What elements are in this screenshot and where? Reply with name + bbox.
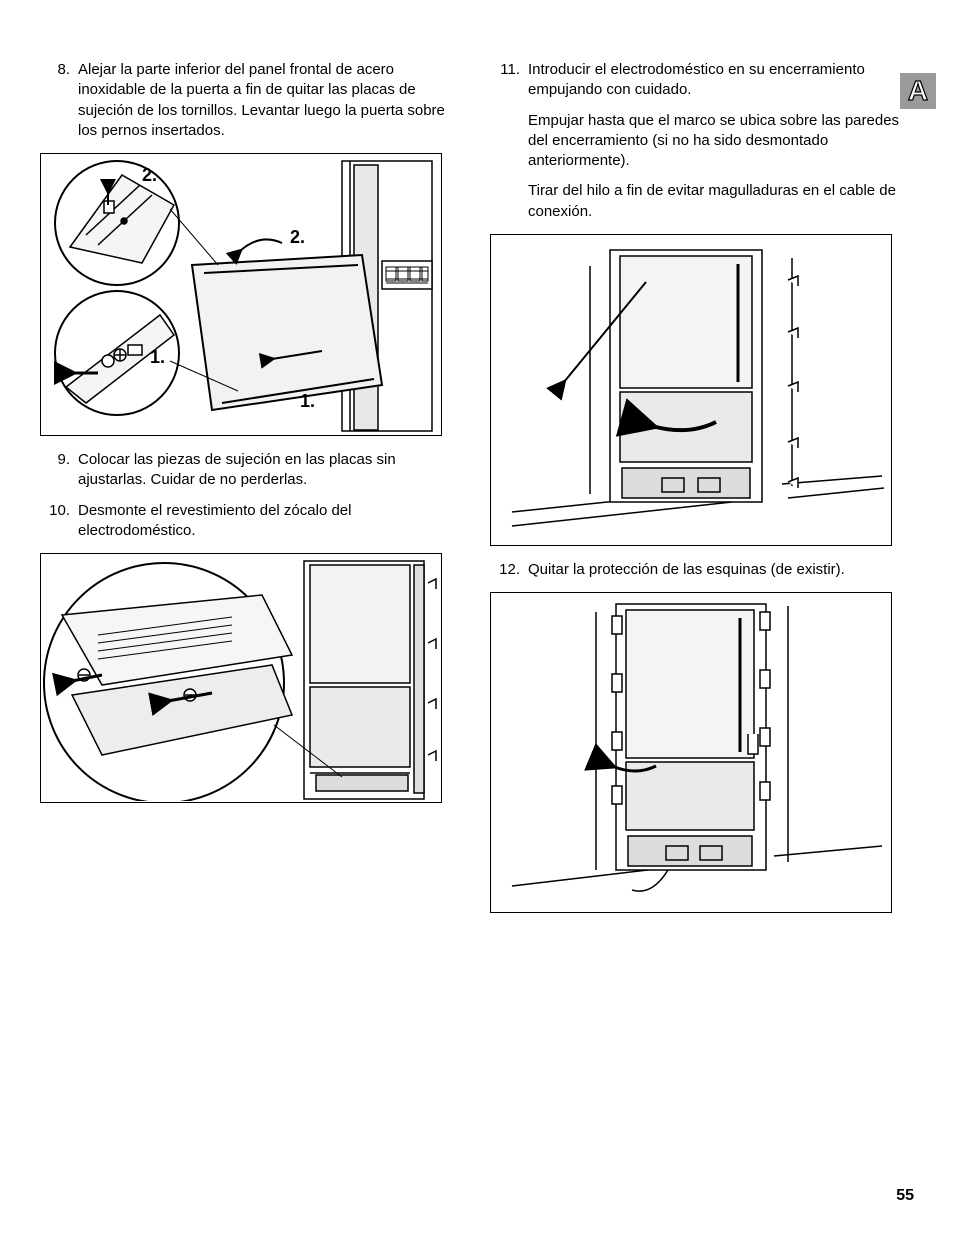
step-8: 8. Alejar la parte inferior del panel fr… (40, 60, 460, 141)
fig-label-1: 1. (300, 391, 315, 411)
step-text: Desmonte el revestimiento del zócalo del… (78, 501, 460, 542)
step-number: 8. (40, 60, 78, 141)
fig-inset-label-1: 1. (150, 347, 165, 367)
left-column: 8. Alejar la parte inferior del panel fr… (40, 60, 460, 927)
two-column-layout: 8. Alejar la parte inferior del panel fr… (40, 60, 914, 927)
step-11: 11. Introducir el electrodoméstico en su… (490, 60, 910, 101)
step-11-sub-b: Tirar del hilo a fin de evitar magulladu… (528, 181, 910, 222)
manual-page: A 8. Alejar la parte inferior del panel … (0, 0, 954, 1235)
step-9: 9. Colocar las piezas de sujeción en las… (40, 450, 460, 491)
figure-step-10 (40, 553, 442, 803)
step-11-sub-a: Empujar hasta que el marco se ubica sobr… (528, 111, 910, 172)
figure-step-8: 2. 1. 2. (40, 153, 442, 436)
page-number: 55 (896, 1187, 914, 1205)
badge-letter: A (908, 75, 928, 106)
step-text: Alejar la parte inferior del panel front… (78, 60, 460, 141)
section-badge-a: A (900, 73, 936, 109)
step-number: 9. (40, 450, 78, 491)
fig-label-2: 2. (290, 227, 305, 247)
step-12: 12. Quitar la protección de las esquinas… (490, 560, 910, 580)
step-number: 10. (40, 501, 78, 542)
step-number: 12. (490, 560, 528, 580)
step-text: Introducir el electrodoméstico en su enc… (528, 60, 910, 101)
step-number: 11. (490, 60, 528, 101)
right-column: 11. Introducir el electrodoméstico en su… (490, 60, 910, 927)
fig-inset-label-2: 2. (142, 165, 157, 185)
step-text: Quitar la protección de las esquinas (de… (528, 560, 910, 580)
figure-step-12 (490, 592, 892, 913)
figure-step-11 (490, 234, 892, 546)
step-text: Colocar las piezas de sujeción en las pl… (78, 450, 460, 491)
step-10: 10. Desmonte el revestimiento del zócalo… (40, 501, 460, 542)
